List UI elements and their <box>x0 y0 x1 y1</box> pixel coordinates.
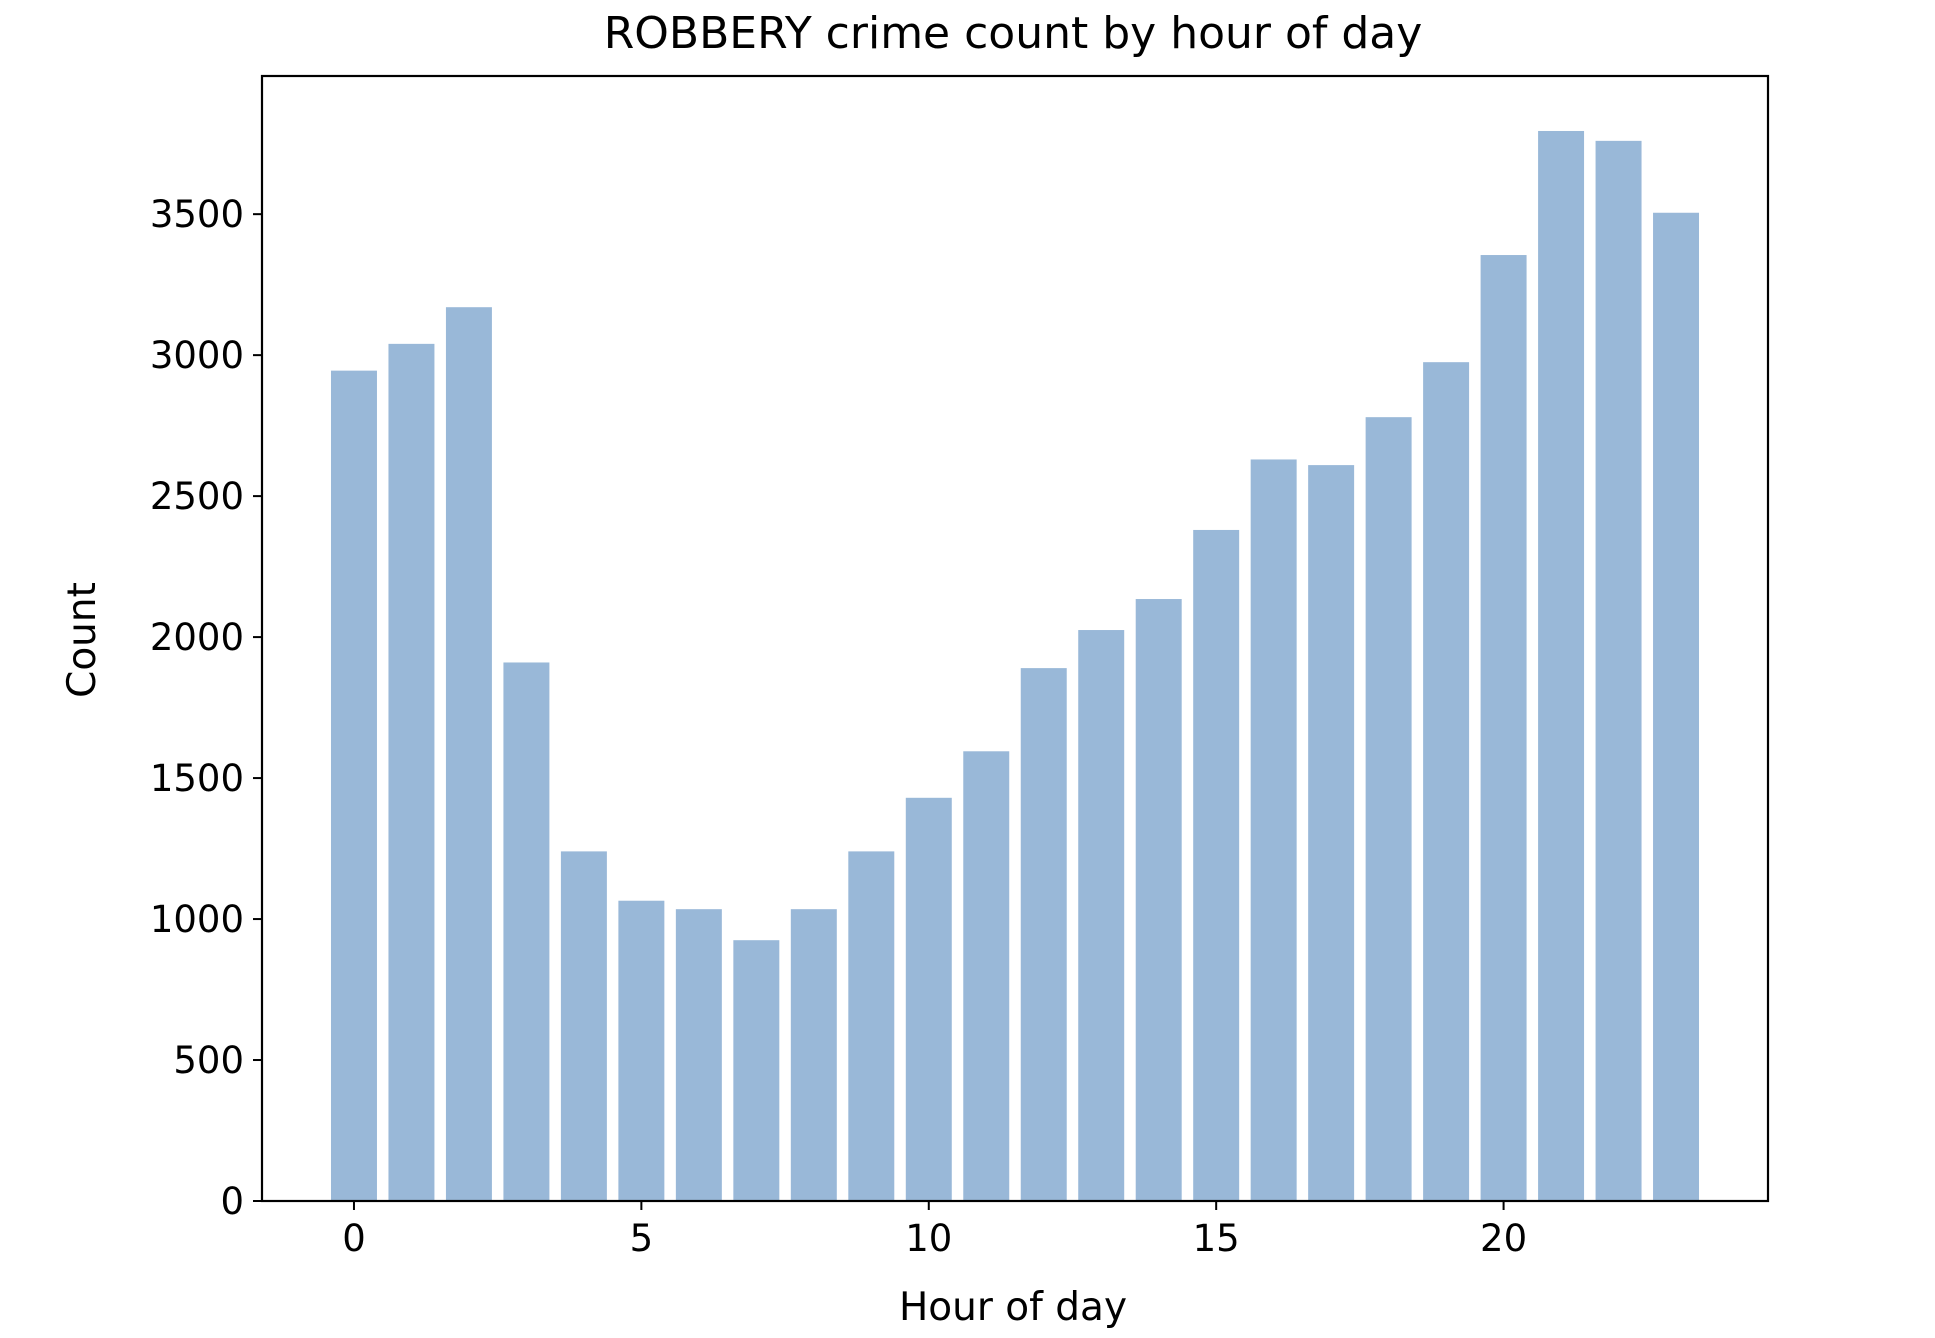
bar-hour-10 <box>905 797 952 1201</box>
y-tick-label: 1000 <box>150 898 244 941</box>
bar-hour-3 <box>503 662 550 1201</box>
bar-hour-19 <box>1423 362 1470 1201</box>
bar-hour-0 <box>330 370 377 1201</box>
bar-hour-18 <box>1365 417 1412 1201</box>
y-tick-label: 2500 <box>150 475 244 518</box>
y-tick-label: 3000 <box>150 334 244 377</box>
y-tick-label: 500 <box>173 1039 244 1082</box>
bar-hour-2 <box>445 307 492 1201</box>
y-tick-label: 1500 <box>150 757 244 800</box>
bar-hour-8 <box>790 909 837 1201</box>
y-tick-label: 0 <box>220 1180 244 1223</box>
bar-hour-13 <box>1078 630 1125 1201</box>
bars-group <box>330 130 1700 1202</box>
bar-hour-22 <box>1595 140 1642 1202</box>
x-tick-label: 15 <box>1193 1217 1240 1260</box>
bar-hour-9 <box>848 851 895 1201</box>
plot-frame <box>260 74 1770 1203</box>
bar-hour-21 <box>1538 130 1585 1202</box>
y-tick-label: 2000 <box>150 616 244 659</box>
bar-hour-4 <box>560 851 607 1201</box>
x-tick-label: 5 <box>630 1217 654 1260</box>
x-axis-label: Hour of day <box>899 1285 1127 1330</box>
bar-hour-20 <box>1480 255 1527 1202</box>
bar-hour-6 <box>675 909 722 1201</box>
y-tick-label: 3500 <box>150 193 244 236</box>
x-tick-label: 10 <box>905 1217 952 1260</box>
bar-hour-5 <box>618 900 665 1201</box>
x-tick-label: 0 <box>342 1217 366 1260</box>
y-axis-label: Count <box>60 582 105 698</box>
chart-title: ROBBERY crime count by hour of day <box>604 8 1423 59</box>
x-tick-label: 20 <box>1480 1217 1527 1260</box>
bar-hour-12 <box>1020 668 1067 1201</box>
y-axis-ticks: 0 500 1000 1500 2000 2500 3000 3500 <box>150 193 262 1223</box>
bar-hour-7 <box>733 940 780 1201</box>
bar-hour-1 <box>388 343 435 1201</box>
bar-hour-11 <box>963 751 1010 1201</box>
x-axis-ticks: 0 5 10 15 20 <box>342 1201 1527 1260</box>
bar-hour-16 <box>1250 459 1297 1202</box>
bar-hour-17 <box>1308 465 1355 1202</box>
bar-hour-15 <box>1193 529 1240 1201</box>
bar-hour-23 <box>1653 212 1700 1201</box>
bar-hour-14 <box>1135 599 1182 1201</box>
